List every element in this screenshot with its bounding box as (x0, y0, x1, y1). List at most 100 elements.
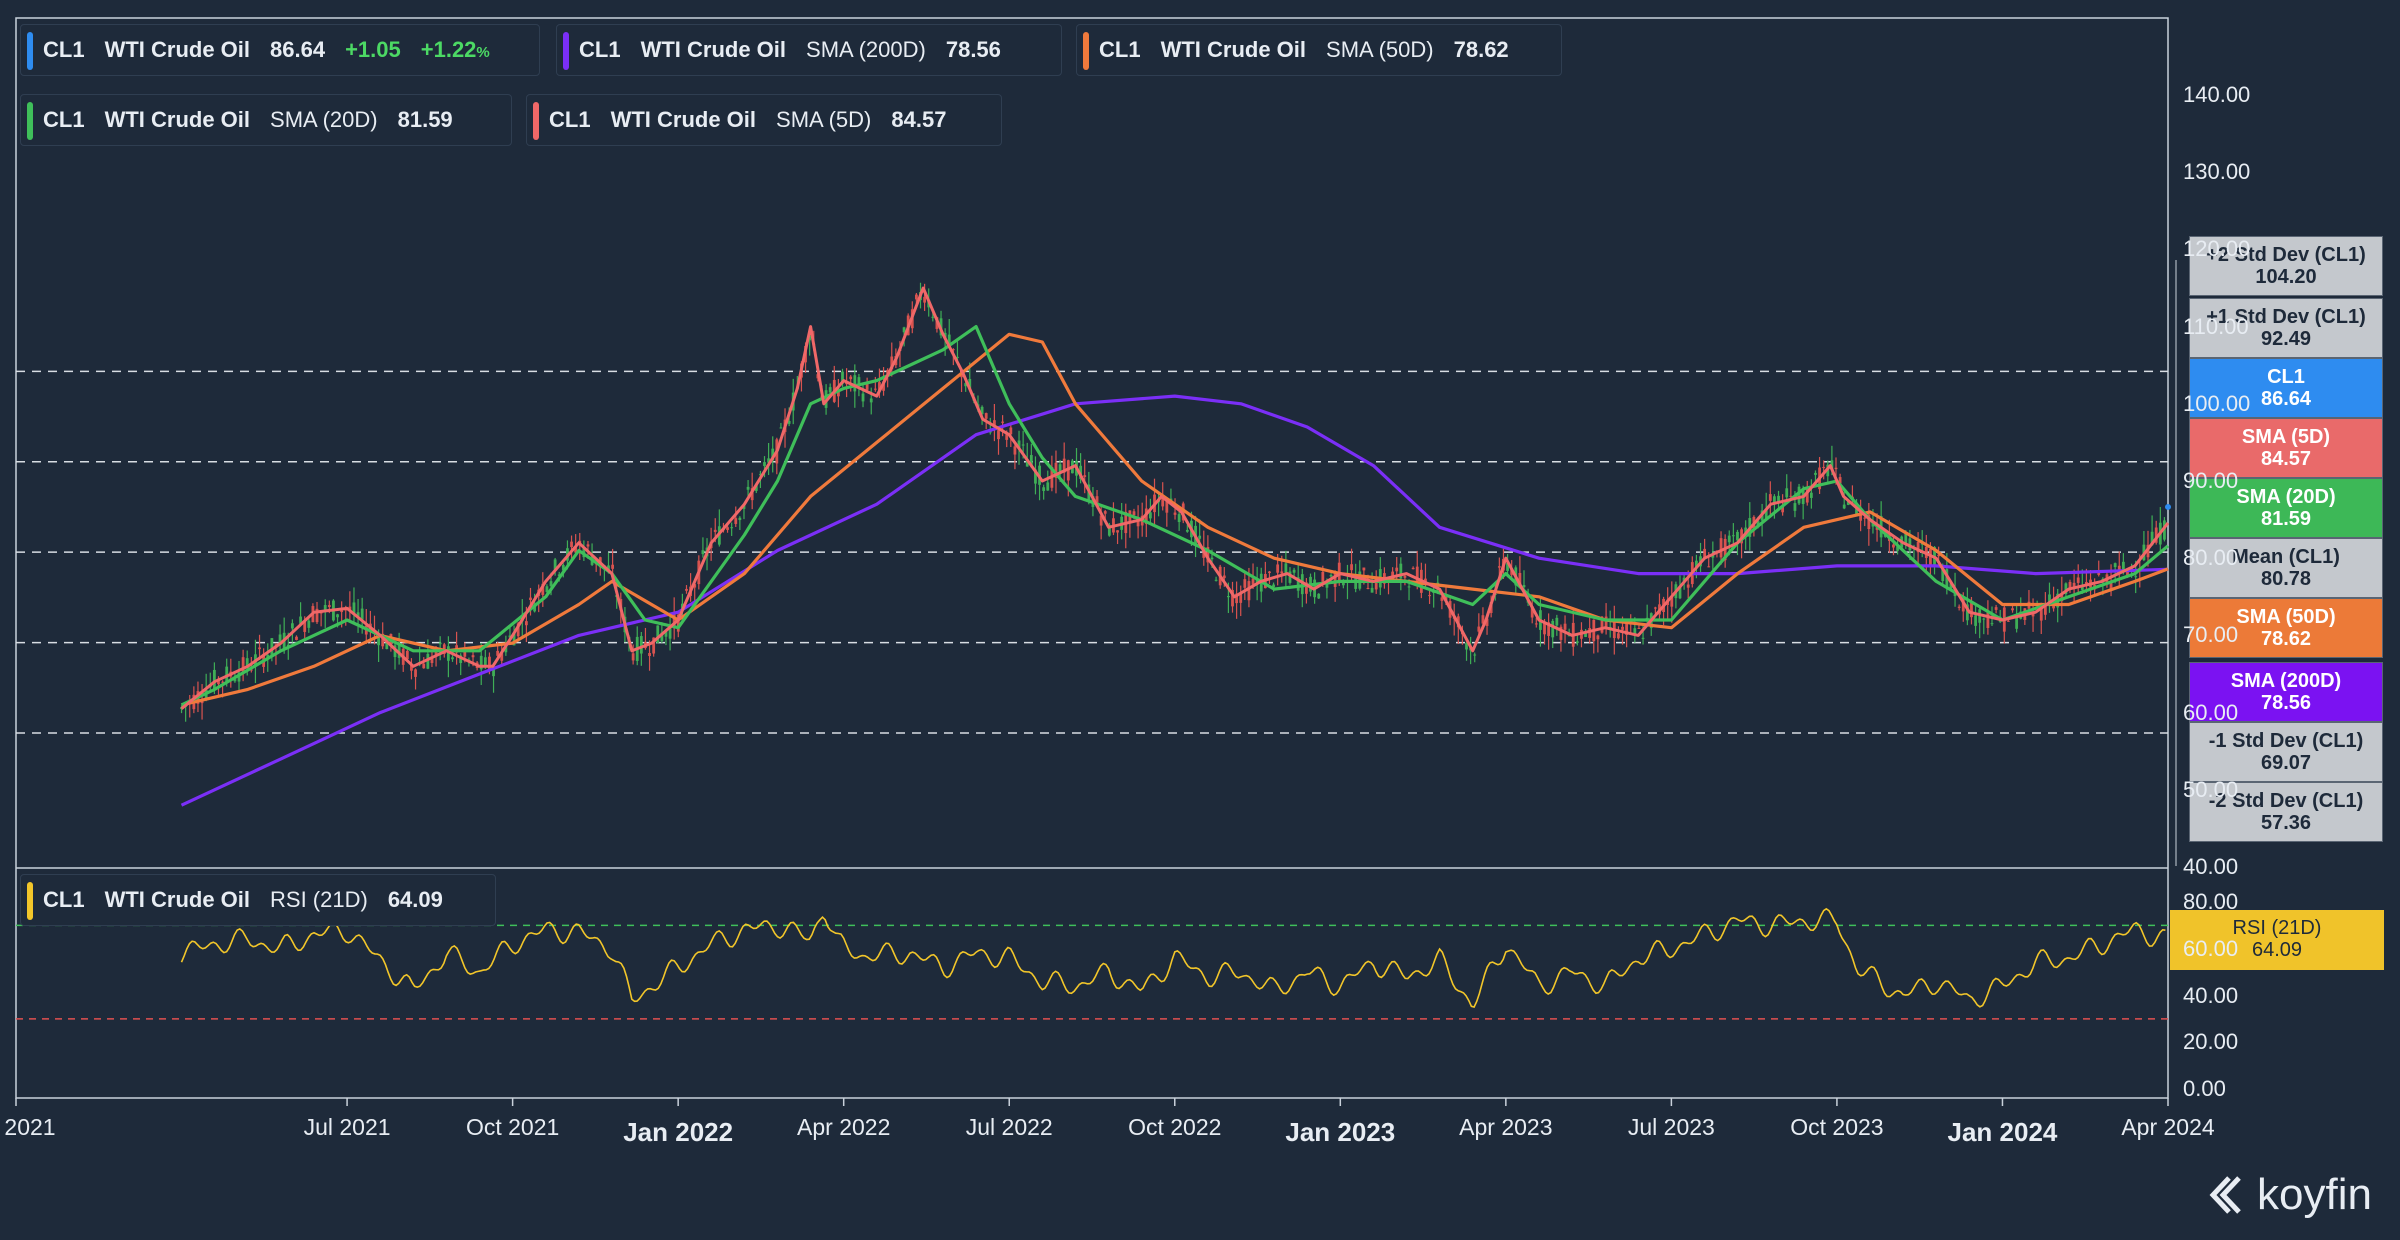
value-tag: +2 Std Dev (CL1) 104.20 (2189, 236, 2383, 296)
price-tick-label: 90.00 (2183, 468, 2239, 493)
candle-body (352, 602, 356, 616)
legend-color-bar (533, 102, 539, 140)
legend-symbol: CL1 (549, 107, 591, 132)
candle-body (233, 679, 237, 682)
candle-body (1395, 567, 1399, 572)
time-tick-label: 2021 (4, 1114, 56, 1140)
candle-body (1329, 575, 1333, 577)
candle-body (1768, 494, 1772, 501)
candle-body (307, 620, 311, 628)
candle-body (1846, 501, 1850, 505)
candle-body (713, 529, 717, 533)
legend-sma-5[interactable]: CL1 WTI Crude Oil SMA (5D) 84.57 (526, 94, 1002, 146)
candle-body (1272, 584, 1275, 588)
candle-body (1428, 595, 1431, 597)
candle-body (1305, 582, 1308, 594)
candle-body (1017, 440, 1021, 449)
candle-body (1617, 633, 1620, 639)
time-tick-label: Oct 2022 (1128, 1114, 1222, 1140)
candle-body (771, 448, 775, 461)
candle-body (303, 621, 307, 632)
tag-label: SMA (5D) (2241, 426, 2331, 448)
candle-body (1300, 574, 1304, 595)
candle-body (438, 642, 442, 645)
koyfin-mark-icon (2209, 1176, 2241, 1214)
candle-body (1411, 567, 1415, 570)
legend-symbol: CL1 (43, 107, 85, 132)
candle-body (758, 474, 762, 476)
rsi-tick-label: 80.00 (2183, 889, 2239, 914)
legend-value: 64.09 (387, 887, 443, 912)
price-tick-label: 110.00 (2183, 313, 2249, 339)
candle-body (1789, 495, 1793, 497)
legend-rsi[interactable]: CL1 WTI Crude Oil RSI (21D) 64.09 (20, 874, 496, 926)
candle-body (1773, 496, 1776, 504)
candle-body (422, 663, 426, 669)
tag-label: -1 Std Dev (CL1) (2208, 730, 2364, 752)
candle-body (1678, 585, 1682, 599)
legend-sma-50[interactable]: CL1 WTI Crude Oil SMA (50D) 78.62 (1076, 24, 1562, 76)
price-tick-label: 120.00 (2183, 236, 2251, 262)
candle-body (545, 586, 549, 592)
candle-body (779, 427, 783, 429)
candle-body (1522, 585, 1526, 588)
candle-body (828, 387, 832, 393)
legend-color-bar (27, 32, 33, 70)
candle-body (1013, 446, 1017, 455)
legend-sma-200[interactable]: CL1 WTI Crude Oil SMA (200D) 78.56 (556, 24, 1062, 76)
candle-body (1222, 575, 1226, 579)
candle-body (1719, 538, 1723, 558)
candle-body (1415, 566, 1419, 583)
legend-value: 86.64 (270, 37, 326, 62)
candle-body (2048, 594, 2051, 605)
candle-body (1149, 512, 1152, 519)
candle-body (2154, 527, 2158, 543)
candle-body (1941, 568, 1945, 582)
legend-symbol: CL1 (579, 37, 621, 62)
candle-body (2060, 593, 2064, 602)
candle-body (258, 647, 261, 650)
series-line-sma-5d- (180, 286, 2170, 710)
candle-body (1736, 531, 1739, 541)
candle-body (787, 420, 791, 424)
tag-value: 64.09 (2251, 939, 2303, 961)
candle-body (1268, 571, 1271, 574)
legend-sma-20[interactable]: CL1 WTI Crude Oil SMA (20D) 81.59 (20, 94, 512, 146)
legend-color-bar (27, 882, 33, 920)
tag-value: 57.36 (2260, 812, 2312, 834)
candle-body (2117, 565, 2121, 572)
candle-body (500, 653, 504, 661)
candle-body (1965, 604, 1969, 621)
price-tick-label: 80.00 (2183, 545, 2239, 571)
candle-body (1103, 511, 1107, 514)
candle-body (1424, 578, 1427, 583)
candle-body (1604, 616, 1608, 629)
candle-body (676, 614, 680, 632)
candle-body (1354, 577, 1358, 589)
candle-body (1838, 477, 1842, 484)
time-tick-label: Jan 2022 (623, 1117, 734, 1147)
candle-body (414, 669, 417, 677)
candle-body (459, 655, 463, 664)
series-line-sma-200d- (180, 394, 2169, 807)
candle-body (1867, 514, 1871, 530)
legend-cl1[interactable]: CL1 WTI Crude Oil 86.64 +1.05 +1.22% (20, 24, 540, 76)
tag-value: 78.56 (2260, 692, 2312, 714)
value-tag: SMA (200D) 78.56 (2189, 662, 2383, 722)
legend-symbol: CL1 (43, 37, 85, 62)
legend-value: 78.62 (1453, 37, 1509, 62)
time-tick-label: Apr 2023 (1459, 1114, 1553, 1140)
candle-body (516, 623, 520, 637)
candle-body (1062, 458, 1066, 473)
candle-body (1781, 505, 1785, 513)
candle-body (1231, 590, 1234, 607)
candle-body (902, 327, 906, 333)
price-tick-label: 40.00 (2183, 854, 2239, 879)
tag-value: 81.59 (2260, 508, 2312, 530)
tag-label: SMA (50D) (2236, 606, 2336, 628)
candle-body (1731, 535, 1735, 537)
candle-body (1403, 575, 1407, 578)
candle-body (1949, 583, 1953, 589)
tag-label: SMA (20D) (2236, 486, 2336, 508)
candle-body (574, 547, 578, 553)
